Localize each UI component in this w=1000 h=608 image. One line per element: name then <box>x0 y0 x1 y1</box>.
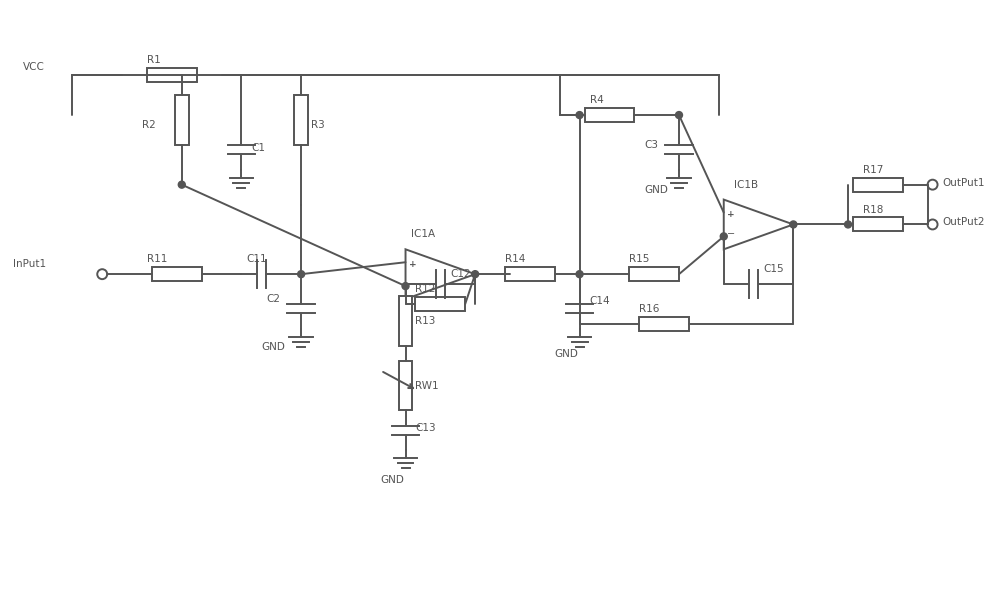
Text: R16: R16 <box>639 304 660 314</box>
Bar <box>415 297 465 311</box>
Text: OutPut1: OutPut1 <box>943 178 985 188</box>
Text: R14: R14 <box>505 254 525 264</box>
Text: R13: R13 <box>415 316 436 326</box>
Circle shape <box>472 271 479 278</box>
Text: R17: R17 <box>863 165 883 174</box>
Circle shape <box>402 283 409 289</box>
Text: R4: R4 <box>590 95 603 105</box>
Text: GND: GND <box>555 349 579 359</box>
Text: R11: R11 <box>147 254 167 264</box>
Bar <box>399 296 412 346</box>
Text: C12: C12 <box>450 269 471 279</box>
Text: R18: R18 <box>863 204 883 215</box>
Circle shape <box>576 271 583 278</box>
Text: C1: C1 <box>251 143 265 153</box>
Text: GND: GND <box>261 342 285 352</box>
Circle shape <box>676 112 682 119</box>
Bar <box>152 267 202 281</box>
Text: IC1A: IC1A <box>411 229 435 240</box>
Bar <box>585 108 634 122</box>
Bar <box>505 267 555 281</box>
Text: C14: C14 <box>590 296 610 306</box>
Text: R15: R15 <box>629 254 650 264</box>
Text: R3: R3 <box>311 120 325 130</box>
Text: OutPut2: OutPut2 <box>943 218 985 227</box>
Circle shape <box>790 221 797 228</box>
Bar <box>853 178 903 192</box>
Bar <box>294 95 308 145</box>
Text: RW1: RW1 <box>415 381 439 390</box>
Circle shape <box>720 233 727 240</box>
Text: C3: C3 <box>644 140 658 150</box>
Text: C11: C11 <box>246 254 267 264</box>
Text: GND: GND <box>381 475 405 485</box>
Text: VCC: VCC <box>23 62 45 72</box>
Bar <box>147 68 197 82</box>
Text: +: + <box>727 210 735 219</box>
Text: C15: C15 <box>764 264 784 274</box>
Bar <box>399 361 412 410</box>
Text: InPut1: InPut1 <box>13 259 46 269</box>
Text: R2: R2 <box>142 120 156 130</box>
Bar <box>853 218 903 232</box>
Circle shape <box>298 271 305 278</box>
Circle shape <box>845 221 852 228</box>
Text: R12: R12 <box>415 284 436 294</box>
Bar <box>175 95 189 145</box>
Bar <box>629 267 679 281</box>
Circle shape <box>576 112 583 119</box>
Bar <box>639 317 689 331</box>
Text: C2: C2 <box>266 294 280 304</box>
Text: C13: C13 <box>415 423 436 434</box>
Text: IC1B: IC1B <box>734 179 758 190</box>
Text: −: − <box>727 229 735 240</box>
Text: GND: GND <box>644 185 668 195</box>
Text: R1: R1 <box>147 55 161 65</box>
Text: −: − <box>408 279 417 289</box>
Circle shape <box>178 181 185 188</box>
Text: +: + <box>409 260 416 269</box>
